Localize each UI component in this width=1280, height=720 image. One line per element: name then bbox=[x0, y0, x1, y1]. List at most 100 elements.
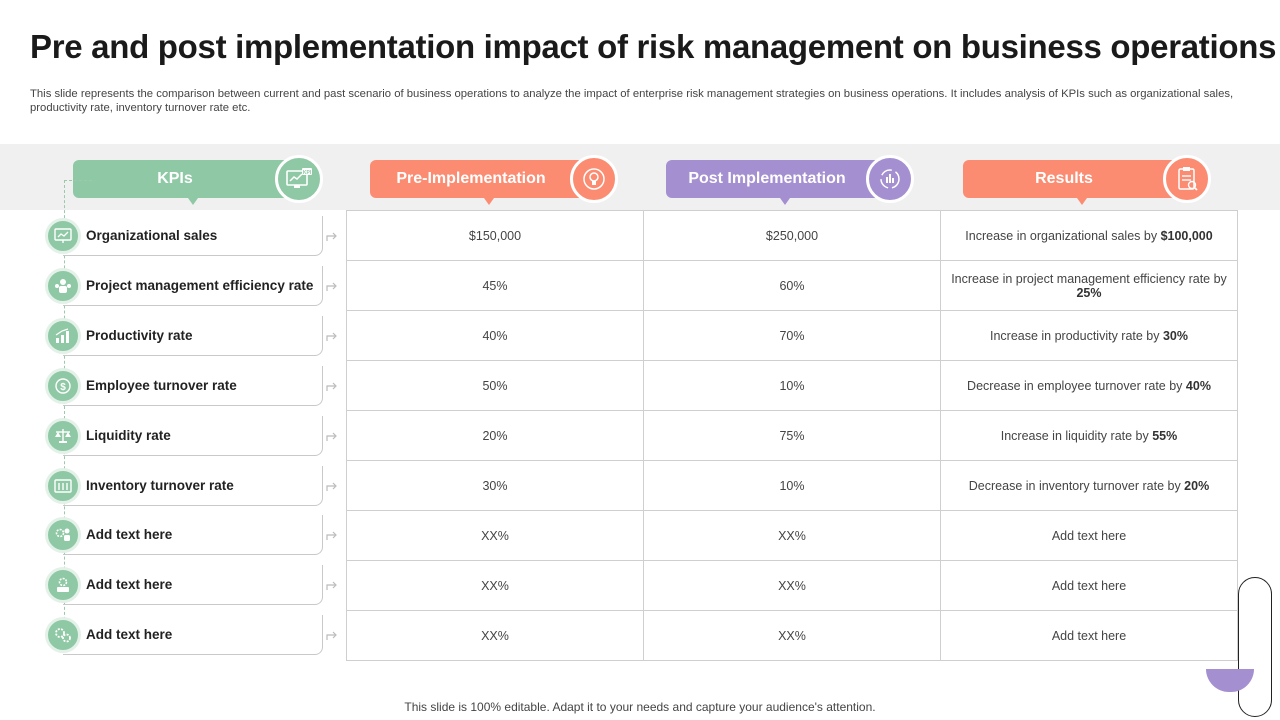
arrow-right-icon bbox=[325, 380, 339, 399]
table-row: XX% XX% Add text here bbox=[346, 610, 1238, 661]
post-value-cell: XX% bbox=[643, 610, 941, 661]
kpi-label: Add text here bbox=[86, 577, 173, 593]
result-value: 20% bbox=[1184, 478, 1210, 493]
gears-icon bbox=[45, 617, 81, 654]
table-row: 45% 60% Increase in project management eff… bbox=[346, 260, 1238, 311]
header-pre-implementation: Pre-Implementation bbox=[370, 155, 618, 205]
result-value: 40% bbox=[1185, 378, 1211, 393]
kpi-row-box bbox=[63, 415, 323, 456]
kpi-monitor-icon: KPI bbox=[275, 155, 323, 203]
result-cell: Increase in project management efficienc… bbox=[940, 260, 1238, 311]
kpi-connector-top bbox=[64, 180, 92, 181]
comparison-table: $150,000 $250,000 Increase in organization… bbox=[346, 210, 1238, 661]
kpi-row-box bbox=[63, 615, 323, 656]
pre-value-cell: 50% bbox=[346, 360, 644, 411]
kpi-label: Employee turnover rate bbox=[86, 377, 237, 393]
kpi-row: Inventory turnover rate bbox=[45, 465, 345, 506]
gear-box-icon bbox=[45, 567, 81, 604]
header-results: Results bbox=[963, 155, 1211, 205]
kpi-row-box bbox=[63, 515, 323, 556]
post-value-cell: 60% bbox=[643, 260, 941, 311]
table-row: XX% XX% Add text here bbox=[346, 560, 1238, 611]
kpi-row: Organizational sales bbox=[45, 216, 345, 256]
kpi-row-box bbox=[63, 465, 323, 506]
kpi-row: Add text here bbox=[45, 565, 345, 606]
kpi-label: Add text here bbox=[86, 627, 173, 643]
pre-value-cell: XX% bbox=[346, 610, 644, 661]
post-value-cell: 70% bbox=[643, 310, 941, 361]
post-value-cell: XX% bbox=[643, 560, 941, 611]
kpi-label: Project management efficiency rate bbox=[86, 277, 314, 293]
scrollbar-thumb[interactable] bbox=[1206, 669, 1254, 692]
kpi-row-box bbox=[63, 365, 323, 406]
pre-value-cell: 30% bbox=[346, 460, 644, 511]
result-cell: Add text here bbox=[940, 610, 1238, 661]
arrow-right-icon bbox=[325, 430, 339, 449]
pre-value-cell: 45% bbox=[346, 260, 644, 311]
scrollbar-track[interactable] bbox=[1238, 577, 1272, 717]
table-row: $150,000 $250,000 Increase in organization… bbox=[346, 210, 1238, 261]
kpi-label: Productivity rate bbox=[86, 327, 193, 343]
result-value: 25% bbox=[1076, 285, 1102, 300]
page-title: Pre and post implementation impact of ri… bbox=[30, 28, 1277, 65]
result-cell: Increase in productivity rate by 30% bbox=[940, 310, 1238, 361]
kpi-row: Liquidity rate bbox=[45, 415, 345, 456]
table-row: 40% 70% Increase in productivity rate by 3… bbox=[346, 310, 1238, 361]
result-text: Increase in productivity rate by bbox=[989, 328, 1163, 343]
result-cell: Add text here bbox=[940, 560, 1238, 611]
result-cell: Decrease in employee turnover rate by 40… bbox=[940, 360, 1238, 411]
post-value-cell: 10% bbox=[643, 360, 941, 411]
kpi-row-box bbox=[63, 565, 323, 606]
result-text: Increase in project management efficienc… bbox=[951, 271, 1227, 286]
cycle-arrows-icon bbox=[866, 155, 914, 203]
inventory-icon bbox=[45, 467, 81, 504]
svg-text:$: $ bbox=[60, 382, 66, 393]
lightbulb-icon bbox=[570, 155, 618, 203]
pre-value-cell: 20% bbox=[346, 410, 644, 461]
table-row: 30% 10% Decrease in inventory turnover rat… bbox=[346, 460, 1238, 511]
svg-text:KPI: KPI bbox=[303, 170, 312, 176]
growth-bars-icon bbox=[45, 317, 81, 354]
chart-board-icon bbox=[45, 218, 81, 254]
dollar-cycle-icon: $ bbox=[45, 367, 81, 404]
post-value-cell: 10% bbox=[643, 460, 941, 511]
arrow-right-icon bbox=[325, 330, 339, 349]
result-text: Decrease in employee turnover rate by bbox=[967, 378, 1186, 393]
kpi-label: Inventory turnover rate bbox=[86, 477, 234, 493]
kpi-label: Liquidity rate bbox=[86, 427, 171, 443]
kpi-label: Organizational sales bbox=[86, 228, 218, 243]
header-pre-label: Pre-Implementation bbox=[396, 170, 546, 187]
footer-note: This slide is 100% editable. Adapt it to… bbox=[404, 700, 876, 714]
kpi-row: Add text here bbox=[45, 515, 345, 556]
kpi-row: Add text here bbox=[45, 615, 345, 656]
header-post-label: Post Implementation bbox=[688, 170, 846, 187]
result-value: 30% bbox=[1162, 328, 1189, 343]
pre-value-cell: 40% bbox=[346, 310, 644, 361]
balance-scale-icon bbox=[45, 417, 81, 454]
arrow-right-icon bbox=[325, 230, 339, 249]
pre-value-cell: $150,000 bbox=[346, 210, 644, 261]
result-cell: Add text here bbox=[940, 510, 1238, 561]
kpi-row-box bbox=[63, 315, 323, 356]
result-text: Increase in organizational sales by bbox=[965, 228, 1161, 243]
slide-description: This slide represents the comparison bet… bbox=[30, 88, 1234, 114]
header-results-label: Results bbox=[1035, 170, 1093, 187]
result-value: $100,000 bbox=[1160, 228, 1213, 243]
arrow-right-icon bbox=[325, 480, 339, 499]
arrow-right-icon bbox=[325, 280, 339, 299]
result-text: Add text here bbox=[1051, 528, 1127, 543]
result-cell: Increase in organizational sales by $100… bbox=[940, 210, 1238, 261]
result-text: Decrease in inventory turnover rate by bbox=[968, 478, 1185, 493]
kpi-row-box bbox=[63, 265, 323, 306]
kpi-row: Productivity rate bbox=[45, 315, 345, 356]
header-kpis: KPIs KPI bbox=[73, 155, 323, 205]
kpi-row: Project management efficiency rate bbox=[45, 265, 345, 306]
post-value-cell: 75% bbox=[643, 410, 941, 461]
table-row: 50% 10% Decrease in employee turnover rate… bbox=[346, 360, 1238, 411]
team-icon bbox=[45, 267, 81, 304]
result-cell: Increase in liquidity rate by 55% bbox=[940, 410, 1238, 461]
result-value: 55% bbox=[1152, 428, 1178, 443]
pre-value-cell: XX% bbox=[346, 560, 644, 611]
result-text: Add text here bbox=[1051, 628, 1127, 643]
kpi-row: $ Employee turnover rate bbox=[45, 365, 345, 406]
